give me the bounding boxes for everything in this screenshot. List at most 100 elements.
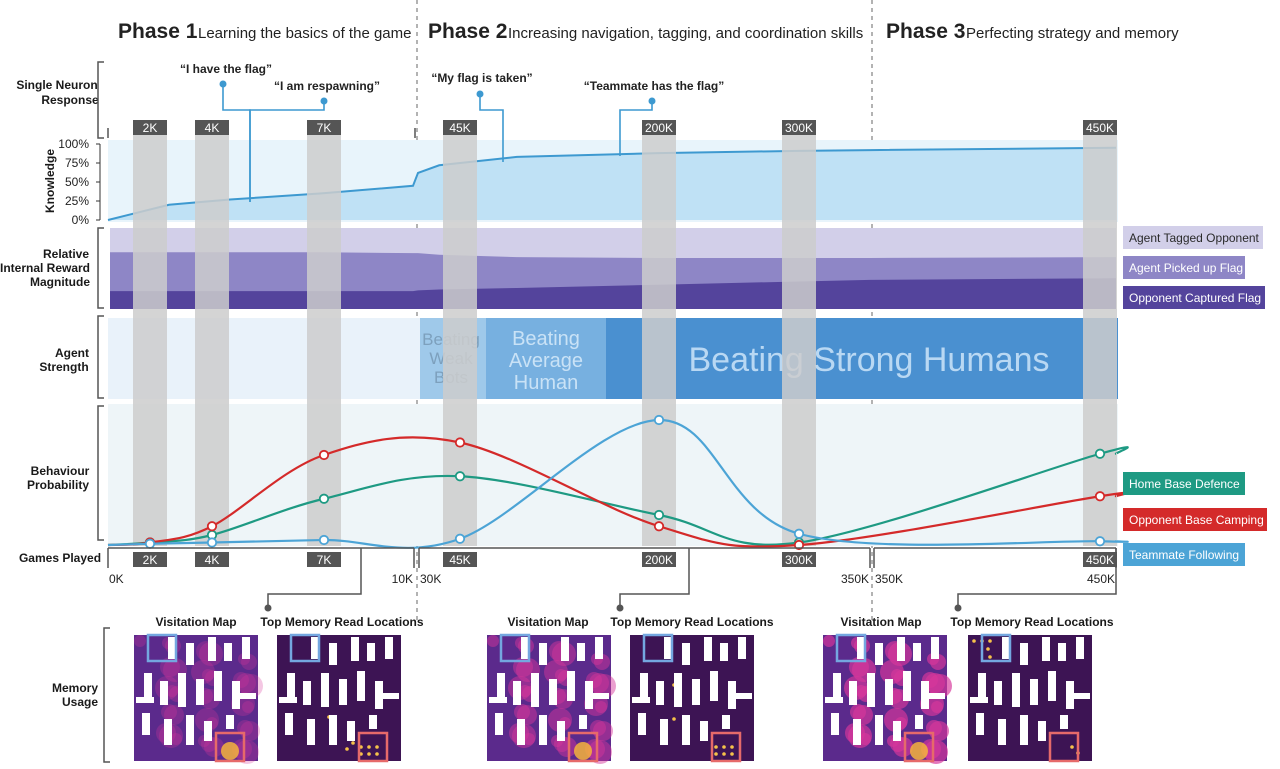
map-wall bbox=[279, 697, 297, 703]
neuron-quote-connector bbox=[619, 101, 653, 156]
map-wall bbox=[664, 637, 672, 659]
map-wall bbox=[849, 681, 857, 705]
memory-read-dot bbox=[714, 752, 718, 756]
map-connector-dot bbox=[616, 604, 624, 612]
opponent-base-marker bbox=[1048, 731, 1080, 763]
reward-legend-box bbox=[1123, 256, 1245, 279]
map-wall bbox=[367, 643, 375, 661]
map-wall bbox=[700, 721, 708, 741]
map-wall bbox=[1076, 637, 1084, 659]
map-wall bbox=[730, 693, 752, 699]
map-wall bbox=[998, 719, 1006, 745]
visitation-heat-blob bbox=[592, 674, 616, 698]
map-wall bbox=[897, 637, 905, 661]
visitation-heat-blob bbox=[202, 669, 214, 681]
behaviour-point bbox=[653, 509, 665, 521]
map-wall bbox=[738, 637, 746, 659]
home-base-marker bbox=[289, 633, 321, 663]
memory-maps bbox=[134, 633, 1092, 764]
map-wall bbox=[720, 643, 728, 661]
reward-legend-box bbox=[1123, 286, 1265, 309]
visitation-heat-blob bbox=[548, 708, 572, 732]
knowledge-tick-label: 75% bbox=[65, 156, 89, 170]
memory-read-dot bbox=[714, 745, 718, 749]
memory-read-dot bbox=[988, 655, 992, 659]
visitation-heat-blob bbox=[514, 704, 530, 720]
visitation-hotspot bbox=[221, 742, 239, 760]
map-wall bbox=[357, 671, 365, 701]
map-wall bbox=[549, 679, 557, 705]
checkpoint-bottom-badge bbox=[195, 552, 229, 567]
behaviour-legend-label: Home Base Defence bbox=[1129, 477, 1240, 491]
map-wall bbox=[1038, 721, 1046, 741]
knowledge-tick-label: 25% bbox=[65, 194, 89, 208]
single-neuron-chart: 2K 4K 7K 45K 200K 300K 450K “I have the flag”“I… bbox=[107, 62, 1117, 202]
map-wall bbox=[587, 693, 609, 699]
map-wall bbox=[557, 721, 565, 741]
behaviour-point bbox=[454, 437, 466, 448]
knowledge-tick-label: 0% bbox=[72, 213, 90, 227]
visitation-heat-blob bbox=[236, 673, 256, 693]
checkpoint-top-badge bbox=[195, 120, 229, 135]
memory-read-dot bbox=[722, 745, 726, 749]
reward-label-line1: Relative bbox=[43, 247, 89, 261]
behaviour-point bbox=[653, 521, 665, 532]
neuron-quote: “Teammate has the flag” bbox=[584, 79, 724, 93]
strength-band-label: Average bbox=[509, 350, 583, 372]
map-wall bbox=[196, 679, 204, 705]
reward-legend-label: Opponent Captured Flag bbox=[1129, 291, 1261, 305]
phase-2-title: Phase 2 Increasing navigation, tagging, … bbox=[428, 20, 863, 43]
behaviour-label-line2: Probability bbox=[27, 478, 89, 492]
reward-chart bbox=[110, 228, 1116, 309]
map-wall bbox=[1042, 637, 1050, 661]
visitation-heat-blob bbox=[166, 685, 178, 697]
visitation-heat-blob bbox=[519, 685, 531, 697]
axis-segment-end-label: 10K bbox=[392, 572, 413, 586]
behaviour-point bbox=[1094, 536, 1106, 547]
visitation-heat-blob bbox=[880, 660, 904, 684]
strength-label-line2: Strength bbox=[39, 360, 88, 374]
map-wall bbox=[595, 637, 603, 659]
visitation-heat-blob bbox=[487, 635, 499, 647]
visitation-heat-blob bbox=[134, 635, 146, 647]
checkpoint-bottom-badge bbox=[1083, 552, 1117, 567]
checkpoint-bottom-badge-label: 45K bbox=[449, 553, 470, 567]
axis-segment-start-label: 30K bbox=[420, 572, 441, 586]
map-wall bbox=[311, 637, 319, 659]
map-wall bbox=[885, 679, 893, 705]
single-neuron-label-line2: Response bbox=[41, 93, 99, 107]
checkpoint-bottom-badge-label: 7K bbox=[317, 553, 332, 567]
memory-read-map bbox=[630, 633, 754, 763]
map-wall bbox=[285, 713, 293, 735]
behaviour-point bbox=[318, 449, 330, 461]
map-wall bbox=[978, 673, 986, 703]
memory-read-dot bbox=[986, 647, 990, 651]
memory-label-line1: Memory bbox=[52, 681, 98, 695]
behaviour-point bbox=[793, 528, 805, 539]
map-wall bbox=[160, 681, 168, 705]
map-3-visitation-title: Visitation Map bbox=[840, 615, 921, 629]
behaviour-point bbox=[318, 534, 330, 546]
map-wall bbox=[656, 681, 664, 705]
home-base-marker bbox=[835, 633, 867, 663]
map-wall bbox=[1030, 679, 1038, 705]
map-wall bbox=[903, 671, 911, 701]
map-wall bbox=[704, 637, 712, 661]
visitation-heat-blob bbox=[588, 740, 612, 764]
map-connector bbox=[267, 548, 362, 608]
map-wall bbox=[674, 673, 682, 707]
row-brackets bbox=[97, 61, 110, 763]
checkpoint-bar-450K bbox=[1083, 128, 1117, 546]
strength-band-2 bbox=[486, 318, 606, 399]
behaviour-label-line1: Behaviour bbox=[31, 464, 90, 478]
memory-read-dot bbox=[375, 745, 379, 749]
memory-read-dot bbox=[972, 639, 976, 643]
home-base-marker bbox=[642, 633, 674, 663]
checkpoint-top-badge-label: 4K bbox=[205, 121, 220, 135]
map-wall bbox=[632, 697, 650, 703]
map-wall bbox=[495, 713, 503, 735]
opponent-base-marker bbox=[567, 731, 599, 763]
map-wall bbox=[640, 673, 648, 703]
behaviour-point bbox=[144, 538, 156, 549]
home-base-marker bbox=[499, 633, 531, 663]
